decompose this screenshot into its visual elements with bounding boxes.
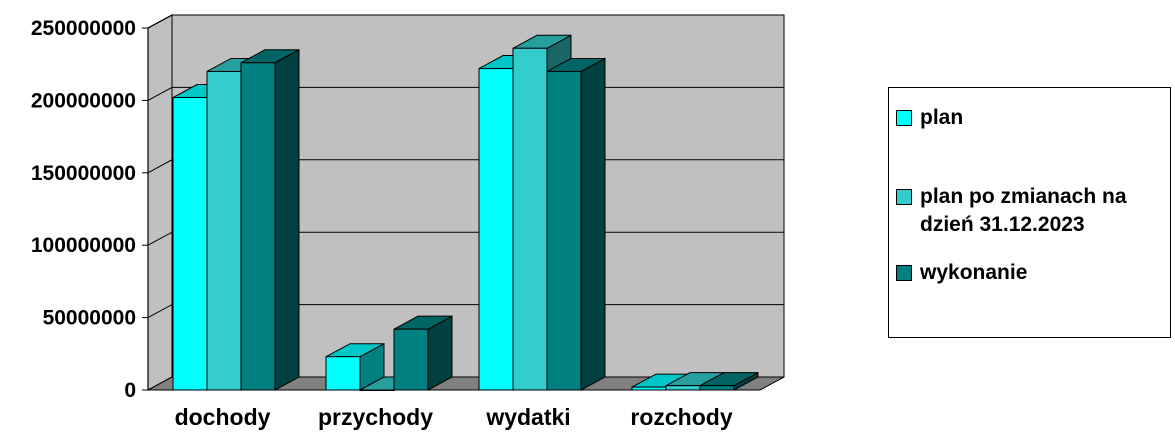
bar bbox=[699, 371, 759, 391]
bar-front bbox=[240, 62, 276, 391]
legend-swatch-wykonanie bbox=[896, 265, 912, 281]
x-tick-label: wydatki bbox=[485, 404, 570, 430]
legend-item-plan-po-zmianach: plan po zmianach na dzień 31.12.2023 bbox=[896, 183, 1170, 239]
x-axis: dochody przychody wydatki rozchody bbox=[175, 404, 733, 430]
bar-front bbox=[393, 328, 429, 391]
y-axis: 0 50000000 100000000 150000000 200000000 2500… bbox=[31, 17, 149, 402]
legend-item-plan: plan bbox=[896, 104, 963, 132]
bar-front bbox=[172, 97, 208, 391]
y-tick-label: 150000000 bbox=[31, 162, 136, 185]
y-tick-label: 250000000 bbox=[31, 17, 136, 40]
bar bbox=[325, 342, 385, 391]
bar-front bbox=[699, 385, 735, 391]
legend: plan plan po zmianach na dzień 31.12.202… bbox=[888, 87, 1171, 338]
x-tick-label: przychody bbox=[318, 404, 433, 430]
bar-side bbox=[274, 48, 300, 391]
legend-swatch-plan-po-zmianach bbox=[896, 189, 912, 205]
legend-item-wykonanie: wykonanie bbox=[896, 259, 1027, 287]
bar-front bbox=[325, 356, 361, 391]
legend-swatch-plan bbox=[896, 110, 912, 126]
y-tick-label: 200000000 bbox=[31, 89, 136, 112]
legend-label-plan-po-zmianach: plan po zmianach na dzień 31.12.2023 bbox=[920, 185, 1127, 236]
legend-label-wykonanie: wykonanie bbox=[920, 261, 1028, 284]
bar-front bbox=[546, 70, 582, 391]
bar-front bbox=[359, 389, 395, 391]
y-tick-label: 100000000 bbox=[31, 234, 136, 257]
x-tick-label: rozchody bbox=[630, 404, 732, 430]
bar bbox=[546, 57, 606, 391]
bars bbox=[172, 34, 759, 391]
bar bbox=[393, 315, 453, 391]
bar-side bbox=[580, 57, 606, 391]
bar-front bbox=[512, 47, 548, 391]
bar-front bbox=[206, 70, 242, 391]
bar-front bbox=[631, 386, 667, 391]
y-tick-label: 0 bbox=[124, 379, 136, 402]
x-tick-label: dochody bbox=[175, 404, 271, 430]
y-tick-label: 50000000 bbox=[43, 307, 136, 330]
gridline bbox=[147, 14, 784, 29]
bar bbox=[240, 48, 300, 391]
legend-label-plan: plan bbox=[920, 106, 964, 129]
side-wall bbox=[147, 14, 173, 391]
bar-front bbox=[665, 385, 701, 391]
bar-front bbox=[478, 68, 514, 391]
